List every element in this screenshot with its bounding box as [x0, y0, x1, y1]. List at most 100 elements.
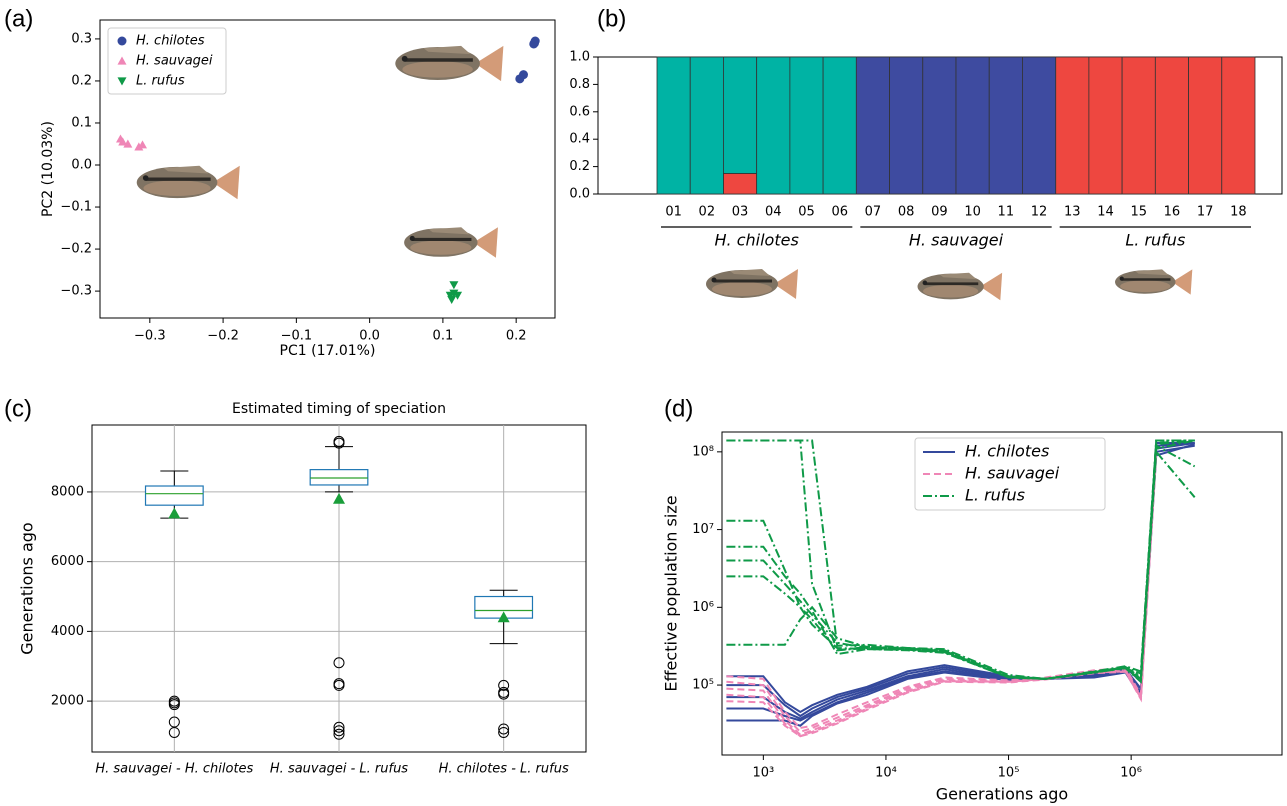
page: {"chart_data": [ {"type": "scatter", "pa…: [0, 0, 1287, 806]
legend-label: H. chilotes: [965, 442, 1049, 461]
x-tick-label: H. sauvagei - L. rufus: [270, 762, 408, 777]
y-axis-label: PC2 (10.03%): [40, 121, 56, 217]
legend-label: H. chilotes: [136, 34, 205, 49]
x-tick-label: 01: [665, 205, 682, 220]
panel-label: (a): [4, 5, 33, 32]
x-tick-label: 10: [964, 205, 981, 220]
x-tick-label: 15: [1130, 205, 1147, 220]
y-tick-label: 0.1: [71, 115, 92, 130]
x-tick-label: 10³: [752, 766, 774, 781]
fish-image: [918, 273, 1003, 301]
bar-segment: [989, 57, 1022, 194]
legend-label: H. sauvagei: [965, 464, 1060, 483]
panel-label: (d): [664, 395, 693, 422]
y-tick-label: 10⁸: [692, 444, 714, 459]
x-tick-label: 10⁴: [875, 766, 897, 781]
y-tick-label: −0.2: [60, 242, 92, 257]
x-tick-label: 14: [1097, 205, 1114, 220]
y-tick-label: 0.4: [569, 132, 590, 147]
x-tick-label: −0.3: [134, 329, 166, 344]
y-tick-label: 10⁵: [692, 678, 714, 693]
panel-label: (b): [597, 5, 626, 32]
group-label: H. chilotes: [715, 231, 799, 250]
bar-segment: [1089, 57, 1122, 194]
y-tick-label: 0.8: [569, 77, 590, 92]
y-tick-label: 2000: [51, 694, 84, 709]
x-tick-label: 04: [765, 205, 782, 220]
bar-segment: [723, 57, 756, 173]
y-tick-label: 0.6: [569, 104, 590, 119]
mean-marker: [168, 508, 180, 519]
x-tick-label: 12: [1031, 205, 1048, 220]
bar-segment: [923, 57, 956, 194]
x-tick-label: 10⁵: [998, 766, 1020, 781]
fish-image: [404, 227, 498, 258]
x-tick-label: −0.1: [281, 329, 313, 344]
bar-segment: [1189, 57, 1222, 194]
legend-label: L. rufus: [965, 486, 1025, 505]
point: [447, 296, 456, 304]
y-axis-label: Effective population size: [662, 495, 681, 691]
x-tick-label: 05: [798, 205, 815, 220]
fish-image: [395, 46, 503, 81]
y-tick-label: 0.2: [569, 159, 590, 174]
group-label: H. sauvagei: [909, 231, 1004, 250]
x-tick-label: 03: [732, 205, 749, 220]
figure: (a)−0.3−0.2−0.10.00.10.20.3−0.3−0.2−0.10…: [0, 0, 1287, 806]
bar-segment: [790, 57, 823, 194]
x-axis-label: PC1 (17.01%): [280, 343, 376, 359]
y-tick-label: 0.2: [71, 73, 92, 88]
y-tick-label: 8000: [51, 484, 84, 499]
x-axis-label: Generations ago: [936, 785, 1068, 804]
y-axis-label: Generations ago: [18, 522, 37, 654]
bar-segment: [1022, 57, 1055, 194]
panel-label: (c): [4, 395, 32, 422]
bar-segment: [956, 57, 989, 194]
y-tick-label: 6000: [51, 554, 84, 569]
bar-segment: [757, 57, 790, 194]
x-tick-label: H. chilotes - L. rufus: [439, 762, 569, 777]
x-tick-label: 09: [931, 205, 948, 220]
x-tick-label: −0.2: [207, 329, 239, 344]
bar-segment: [1155, 57, 1188, 194]
box: [146, 486, 204, 505]
x-tick-label: 08: [898, 205, 915, 220]
y-tick-label: −0.1: [60, 200, 92, 215]
bar-segment: [823, 57, 856, 194]
x-tick-label: 18: [1230, 205, 1247, 220]
y-tick-label: 10⁶: [692, 600, 714, 615]
point: [449, 281, 458, 289]
x-tick-label: 0.2: [506, 329, 527, 344]
fish-image: [137, 166, 240, 200]
x-tick-label: 13: [1064, 205, 1081, 220]
legend-marker: [118, 37, 127, 46]
y-tick-label: 10⁷: [692, 522, 714, 537]
group-label: L. rufus: [1125, 231, 1185, 250]
y-tick-label: 0.0: [569, 187, 590, 202]
bar-segment: [890, 57, 923, 194]
legend-label: L. rufus: [136, 74, 185, 89]
fish-image: [706, 269, 798, 299]
bar-segment: [856, 57, 889, 194]
x-tick-label: 06: [831, 205, 848, 220]
bar-segment: [1122, 57, 1155, 194]
x-tick-label: 07: [865, 205, 882, 220]
x-tick-label: 11: [998, 205, 1015, 220]
x-tick-label: 0.0: [359, 329, 380, 344]
bar-segment: [1056, 57, 1089, 194]
bar-segment: [1222, 57, 1255, 194]
y-tick-label: −0.3: [60, 284, 92, 299]
bar-segment: [657, 57, 690, 194]
x-tick-label: 17: [1197, 205, 1214, 220]
y-tick-label: 1.0: [569, 50, 590, 65]
x-tick-label: 16: [1164, 205, 1181, 220]
x-tick-label: 10⁶: [1120, 766, 1142, 781]
point: [529, 39, 538, 48]
chart-title: Estimated timing of speciation: [232, 401, 446, 417]
x-tick-label: H. sauvagei - H. chilotes: [95, 762, 253, 777]
y-tick-label: 4000: [51, 624, 84, 639]
legend-label: H. sauvagei: [136, 54, 213, 69]
x-tick-label: 02: [699, 205, 716, 220]
y-tick-label: 0.0: [71, 158, 92, 173]
bar-segment: [723, 173, 756, 194]
